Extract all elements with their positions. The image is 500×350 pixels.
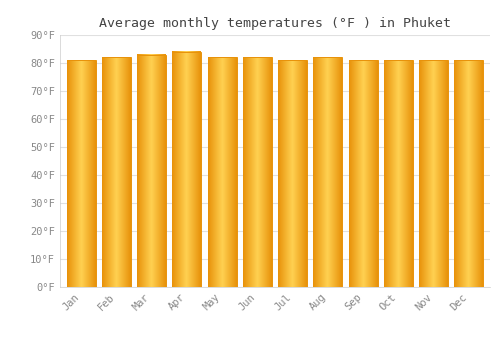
Bar <box>172 52 202 287</box>
Bar <box>208 57 236 287</box>
Bar <box>66 60 96 287</box>
Bar <box>384 60 413 287</box>
Bar <box>348 60 378 287</box>
Bar <box>102 57 131 287</box>
Bar <box>243 57 272 287</box>
Bar <box>454 60 484 287</box>
Bar <box>278 60 307 287</box>
Bar <box>137 55 166 287</box>
Title: Average monthly temperatures (°F ) in Phuket: Average monthly temperatures (°F ) in Ph… <box>99 17 451 30</box>
Bar <box>314 57 342 287</box>
Bar <box>419 60 448 287</box>
